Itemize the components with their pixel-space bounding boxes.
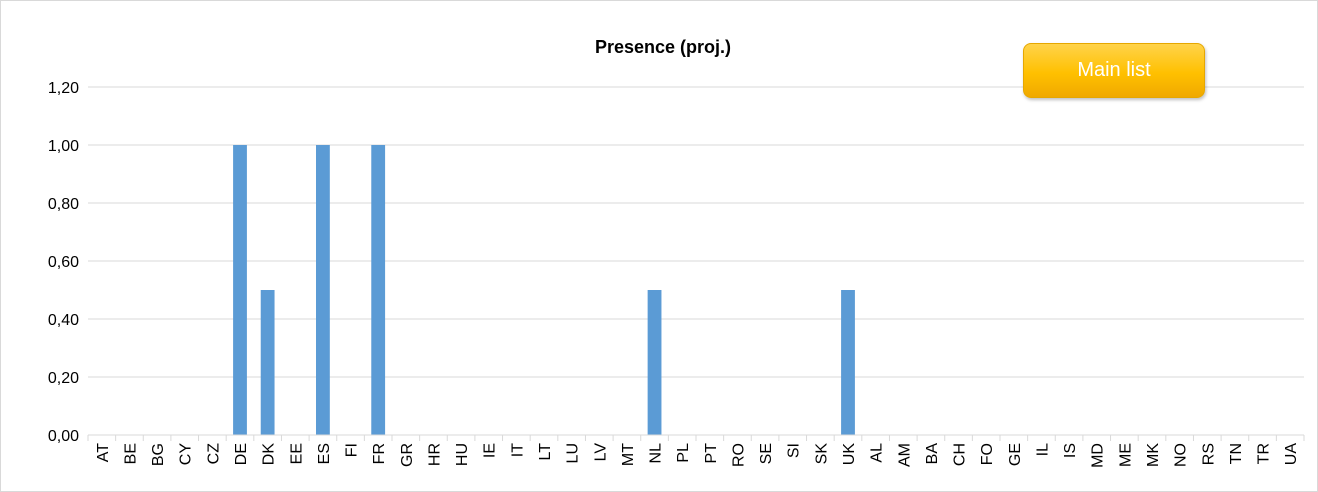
x-tick-label: LU <box>565 443 582 463</box>
gridlines <box>88 86 1304 378</box>
x-tick-label: TN <box>1228 443 1245 464</box>
x-tick-label: RS <box>1200 443 1217 465</box>
x-tick-label: HR <box>426 443 443 466</box>
y-tick-label: 0,20 <box>48 370 79 387</box>
bar-fr <box>371 145 386 435</box>
y-tick-label: 0,60 <box>48 254 79 271</box>
x-tick-label: CH <box>952 443 969 466</box>
x-tick-label: LT <box>537 443 554 461</box>
x-tick-label: FR <box>371 443 388 464</box>
x-tick-label: IE <box>482 443 499 458</box>
y-tick-label: 0,80 <box>48 196 79 213</box>
bars <box>233 145 855 435</box>
x-tick-label: HU <box>454 443 471 466</box>
x-axis-labels: AT BE BG CY CZ DE DK EE ES FI FR GR HR HU IE IT LT LU LV MT… <box>95 443 1300 468</box>
y-tick-label: 0,00 <box>48 428 79 445</box>
x-tick-label: FO <box>979 443 996 465</box>
x-tick-label: EE <box>288 443 305 464</box>
y-tick-label: 0,40 <box>48 312 79 329</box>
x-tick-label: MK <box>1145 443 1162 467</box>
y-tick-label: 1,00 <box>48 138 79 155</box>
chart-title: Presence (proj.) <box>595 37 731 57</box>
x-tick-label: SE <box>758 443 775 464</box>
x-tick-label: IS <box>1062 443 1079 458</box>
x-tick-label: SI <box>786 443 803 458</box>
x-tick-label: DK <box>261 443 278 466</box>
x-tick-label: PT <box>703 443 720 464</box>
x-tick-label: NL <box>648 443 665 464</box>
bar-uk <box>841 290 855 435</box>
x-tick-label: CY <box>178 443 195 466</box>
x-axis <box>87 434 1305 441</box>
x-tick-label: TR <box>1256 443 1273 464</box>
x-tick-label: DE <box>233 443 250 465</box>
x-tick-label: GR <box>399 443 416 467</box>
x-tick-label: AL <box>869 443 886 463</box>
bar-dk <box>260 290 275 435</box>
main-list-button[interactable]: Main list <box>1023 43 1205 98</box>
x-tick-label: MD <box>1090 443 1107 468</box>
x-tick-label: NO <box>1173 443 1190 467</box>
x-tick-label: SK <box>813 443 830 465</box>
bar-de <box>233 145 247 435</box>
x-tick-label: BA <box>924 443 941 465</box>
x-tick-label: UK <box>841 443 858 466</box>
y-axis-labels: 0,00 0,20 0,40 0,60 0,80 1,00 1,20 <box>48 80 79 445</box>
x-tick-label: IT <box>509 443 526 457</box>
x-tick-label: PL <box>675 443 692 463</box>
x-tick-label: IL <box>1034 443 1051 456</box>
x-tick-label: RO <box>730 443 747 467</box>
x-tick-label: UA <box>1283 443 1300 466</box>
x-tick-label: ES <box>316 443 333 464</box>
x-tick-label: CZ <box>205 443 222 465</box>
x-tick-label: BE <box>122 443 139 464</box>
x-tick-label: LV <box>592 443 609 462</box>
y-tick-label: 1,20 <box>48 80 79 97</box>
x-tick-label: ME <box>1117 443 1134 467</box>
x-tick-label: AM <box>896 443 913 467</box>
x-tick-label: FI <box>344 443 361 457</box>
x-tick-label: GE <box>1007 443 1024 466</box>
x-tick-label: BG <box>150 443 167 466</box>
bar-es <box>316 145 330 435</box>
bar-nl <box>647 290 662 435</box>
x-tick-label: MT <box>620 443 637 466</box>
x-tick-label: AT <box>95 443 112 462</box>
